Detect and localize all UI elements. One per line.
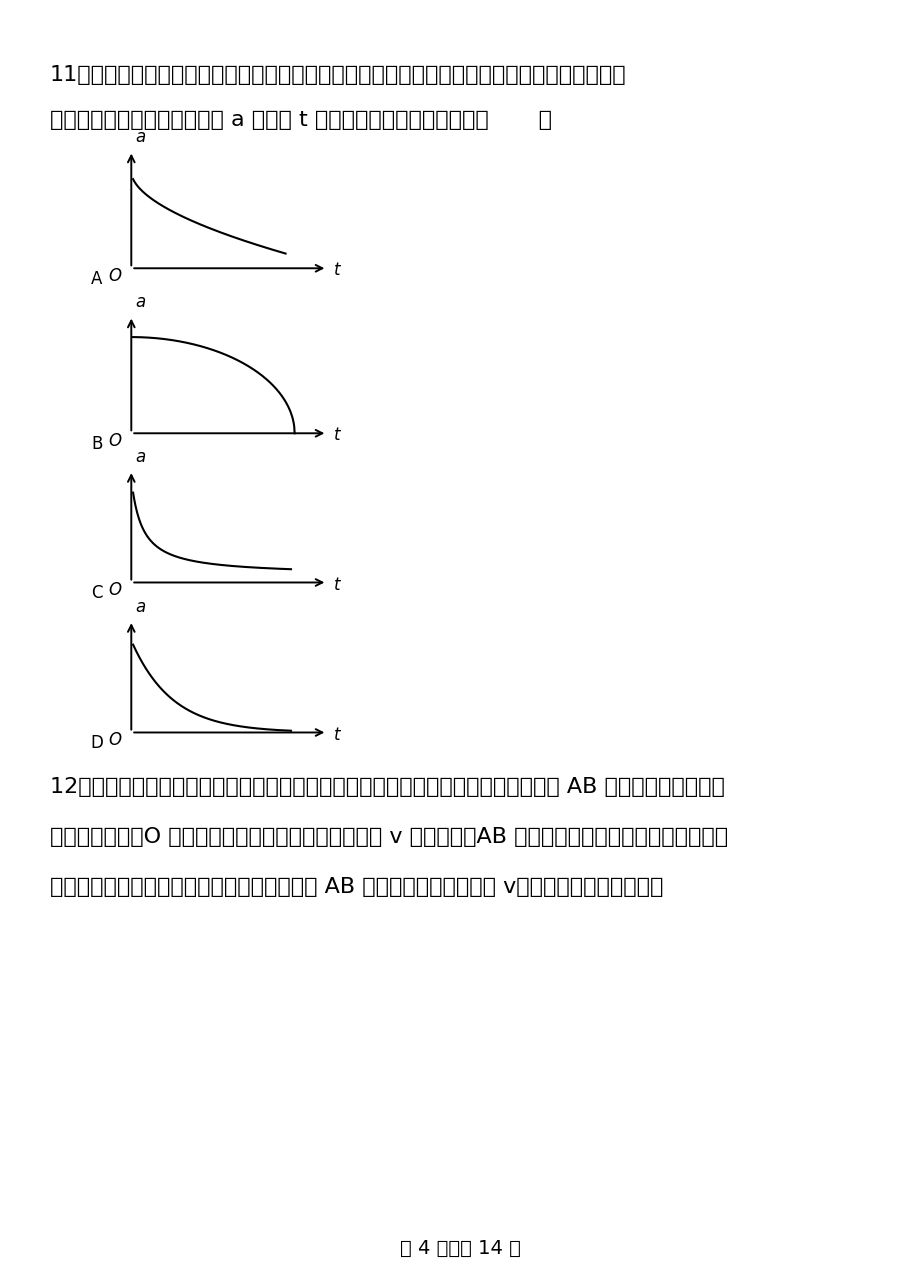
Text: $t$: $t$: [333, 426, 341, 444]
Text: O: O: [108, 580, 121, 598]
Text: 12．如图所示为某联动控制装置，其工作的原理是通过半圆柱体的左右运动来控制杆 AB 的上下运动，现已知: 12．如图所示为某联动控制装置，其工作的原理是通过半圆柱体的左右运动来控制杆 A…: [50, 777, 724, 797]
Text: A: A: [91, 270, 102, 288]
Text: $a$: $a$: [135, 448, 146, 466]
Text: 第 4 页，共 14 页: 第 4 页，共 14 页: [399, 1239, 520, 1258]
Text: $a$: $a$: [135, 293, 146, 312]
Text: C: C: [91, 584, 102, 602]
Text: O: O: [108, 731, 121, 749]
Text: $a$: $a$: [135, 598, 146, 616]
Text: O: O: [108, 432, 121, 449]
Text: $t$: $t$: [333, 726, 341, 743]
Text: D: D: [90, 733, 103, 751]
Text: 皮球在上升过程中加速度大小 a 与时间 t 关系的图像，可能正确的是（       ）: 皮球在上升过程中加速度大小 a 与时间 t 关系的图像，可能正确的是（ ）: [50, 109, 551, 130]
Text: 时刻杆与半圆柱的相对位置如图，且发现此时 AB 杆上升的速度恰好也为 v，则下列说法中正确的是: 时刻杆与半圆柱的相对位置如图，且发现此时 AB 杆上升的速度恰好也为 v，则下列…: [50, 877, 663, 897]
Text: 光滑半圆柱体（O 为圆心）只能在水平面上左右以速度 v 匀速运动，AB 杆如图只能在竖直方向上运动，某一: 光滑半圆柱体（O 为圆心）只能在水平面上左右以速度 v 匀速运动，AB 杆如图只…: [50, 827, 727, 847]
Text: O: O: [108, 267, 121, 285]
Text: B: B: [91, 435, 102, 453]
Text: 11．将一只皮球竖直向上抛出，皮球运动时受到空气阻力的大小与速度的大小成正比，下列描绘: 11．将一只皮球竖直向上抛出，皮球运动时受到空气阻力的大小与速度的大小成正比，下…: [50, 65, 626, 85]
Text: $t$: $t$: [333, 261, 341, 279]
Text: $a$: $a$: [135, 129, 146, 146]
Text: $t$: $t$: [333, 575, 341, 593]
